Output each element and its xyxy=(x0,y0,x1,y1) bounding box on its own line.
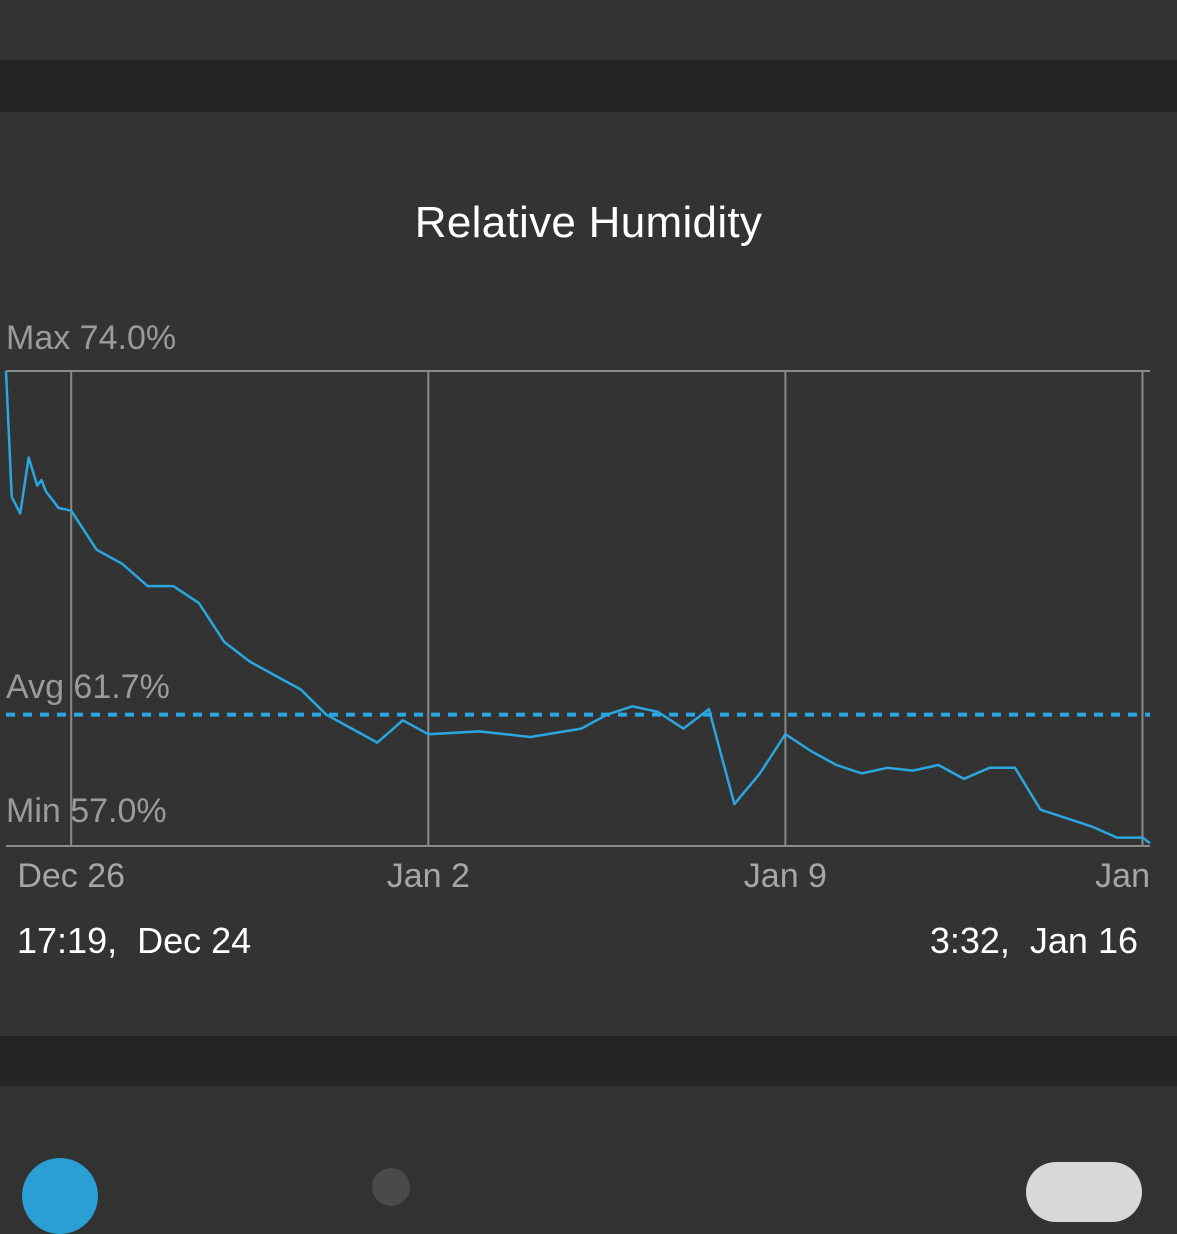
x-tick-label: Jan 9 xyxy=(744,857,827,895)
humidity-series-line xyxy=(4,370,1151,845)
range-start-time: 17:19, Dec 24 xyxy=(17,920,252,961)
x-axis-ticks: Dec 26 Jan 2 Jan 9 Jan xyxy=(17,857,1150,895)
range-end-time: 3:32, Jan 16 xyxy=(929,920,1138,961)
chart-grid xyxy=(6,370,1150,847)
avg-label: Avg 61.7% xyxy=(6,668,170,706)
x-tick-label: Jan 2 xyxy=(387,857,470,895)
chart-title: Relative Humidity xyxy=(414,198,763,247)
partial-dot-icon xyxy=(372,1168,410,1206)
x-tick-label: Jan xyxy=(1095,857,1150,895)
max-label: Max 74.0% xyxy=(6,319,176,357)
bottom-band xyxy=(0,1036,1177,1086)
partial-round-button[interactable] xyxy=(22,1158,98,1234)
x-tick-label: Dec 26 xyxy=(17,857,125,895)
top-band xyxy=(0,60,1177,112)
min-label: Min 57.0% xyxy=(6,792,167,830)
humidity-chart[interactable]: Max 74.0% Avg 61.7% Min 57.0% Dec 26 Jan … xyxy=(0,0,1177,1177)
chart-card xyxy=(0,112,1177,1036)
partial-toggle-switch[interactable] xyxy=(1026,1162,1142,1222)
